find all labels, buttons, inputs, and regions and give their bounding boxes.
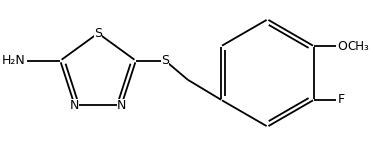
Text: N: N (117, 99, 126, 112)
Text: CH₃: CH₃ (348, 40, 370, 53)
Text: N: N (70, 99, 79, 112)
Text: S: S (161, 54, 169, 67)
Text: O: O (338, 40, 347, 53)
Text: H₂N: H₂N (2, 54, 26, 67)
Text: S: S (94, 27, 102, 40)
Text: F: F (338, 93, 345, 106)
